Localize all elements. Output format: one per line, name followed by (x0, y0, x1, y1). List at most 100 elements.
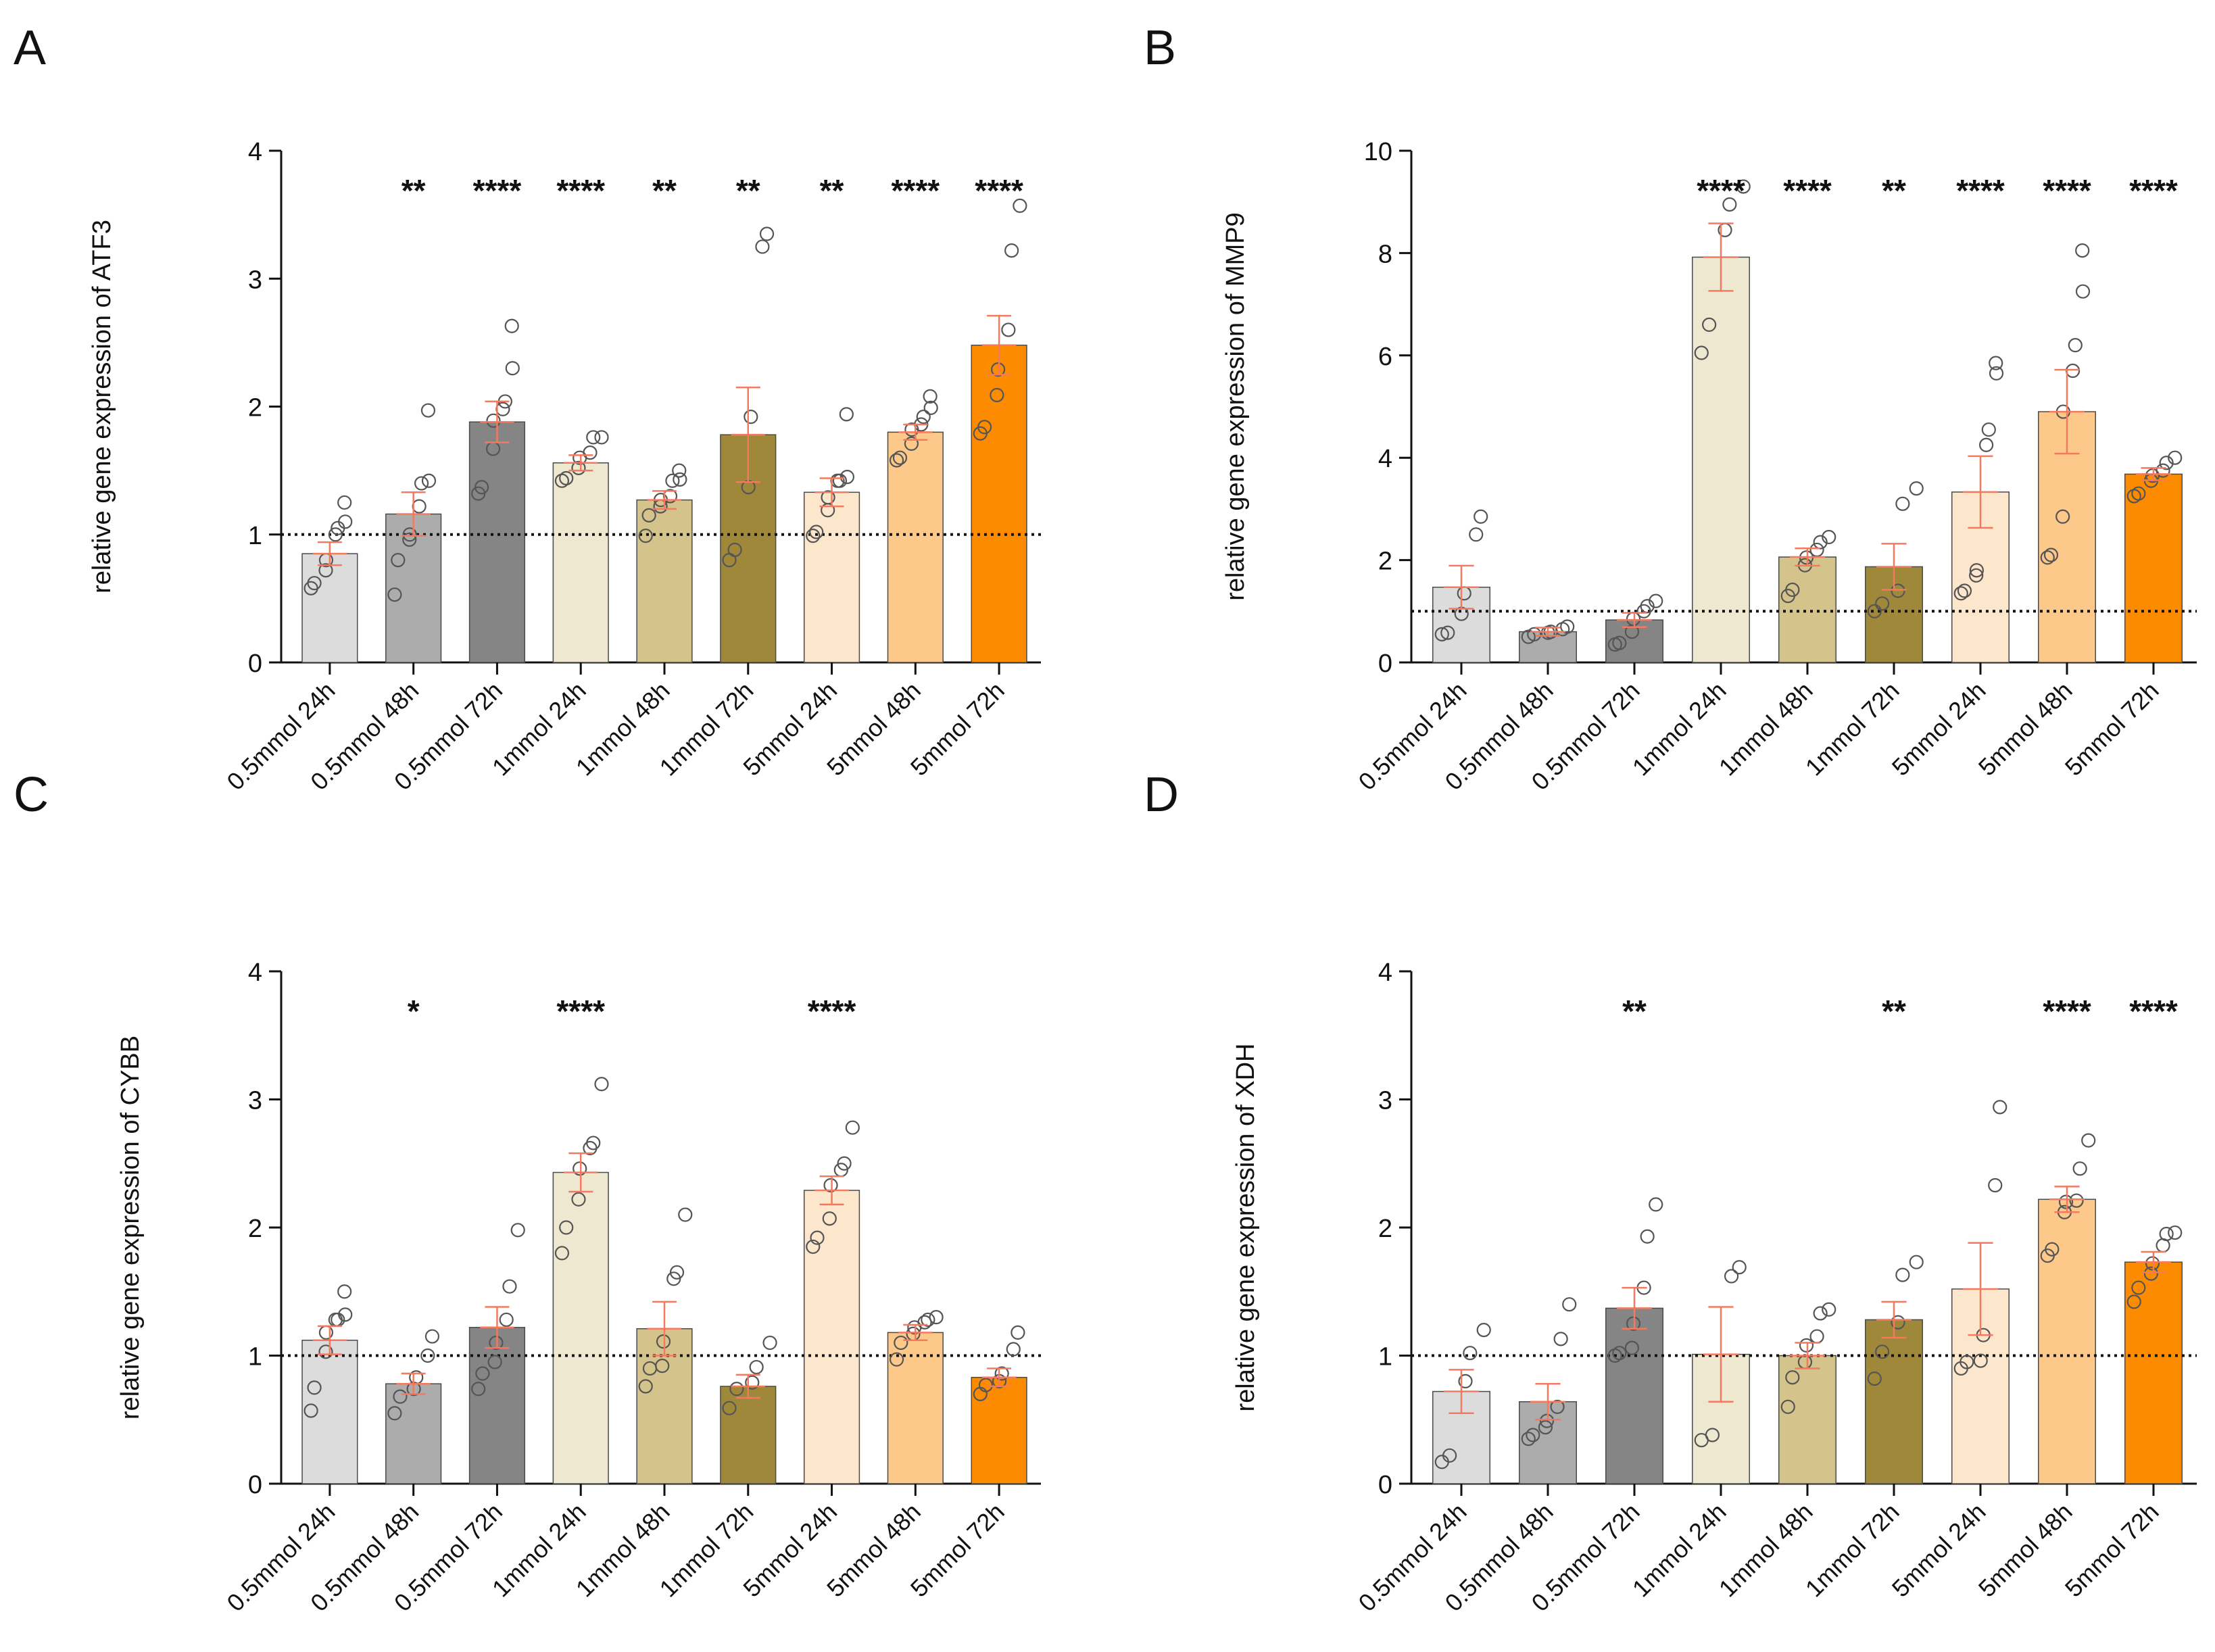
data-point (889, 1352, 904, 1367)
data-point (894, 1335, 908, 1351)
data-point (665, 473, 680, 488)
data-point (762, 1335, 777, 1351)
y-axis-label: relative gene expression of ATF3 (88, 220, 116, 593)
data-point (845, 1120, 860, 1135)
panel-letter-d: D (1144, 768, 1179, 822)
data-point (1809, 1329, 1824, 1344)
data-point (1694, 345, 1709, 360)
data-point (328, 527, 343, 542)
bar (552, 462, 609, 663)
data-point (2043, 548, 2059, 562)
data-point (1989, 356, 2003, 370)
data-point (744, 410, 758, 424)
significance-label: ** (820, 173, 844, 208)
data-point (318, 563, 333, 578)
data-point (1539, 1413, 1555, 1428)
data-point (837, 1156, 852, 1171)
data-point (2069, 1193, 2084, 1208)
bar (720, 1386, 777, 1484)
data-point (303, 1403, 318, 1418)
data-point (923, 400, 938, 415)
data-point (2159, 1226, 2174, 1242)
y-tick-label: 4 (1378, 445, 1392, 473)
x-tick-label: 5mmol 48h (1973, 677, 2078, 781)
data-point (822, 1211, 837, 1226)
data-point (755, 239, 770, 254)
data-point (1813, 1306, 1828, 1321)
data-point (307, 1380, 322, 1395)
data-point (2055, 509, 2070, 524)
data-point (1612, 1346, 1627, 1361)
data-point (892, 450, 908, 465)
y-tick-label: 2 (1378, 1215, 1392, 1243)
y-tick-label: 0 (248, 1471, 262, 1499)
bar (887, 431, 944, 663)
data-point (1953, 586, 1968, 601)
data-point (307, 576, 322, 591)
significance-label: ** (1882, 173, 1906, 208)
y-axis-label: relative gene expression of MMP9 (1221, 212, 1250, 601)
bar (971, 344, 1027, 663)
bar (803, 1190, 860, 1484)
x-tick-label: 5mmol 24h (1887, 677, 1991, 781)
data-point (916, 410, 931, 424)
y-axis-label: relative gene expression of CYBB (116, 1036, 145, 1419)
bar (971, 1376, 1027, 1484)
data-point (1875, 1344, 1890, 1359)
data-point (917, 1315, 932, 1330)
data-point (594, 430, 609, 445)
data-point (729, 1382, 744, 1396)
data-point (1476, 1322, 1491, 1338)
data-point (1649, 593, 1663, 608)
data-point (1988, 1177, 2003, 1193)
data-point (1001, 322, 1016, 337)
y-axis-label: relative gene expression of XDH (1232, 1044, 1260, 1412)
y-tick-label: 4 (248, 138, 262, 166)
data-point (641, 508, 656, 523)
bar (468, 421, 526, 663)
data-point (1440, 625, 1455, 640)
y-tick-label: 3 (248, 1087, 262, 1115)
bar (1692, 256, 1750, 663)
significance-label: **** (473, 173, 522, 208)
panel-letter-b: B (1144, 21, 1177, 75)
data-point (393, 1389, 408, 1404)
data-point (559, 1220, 574, 1235)
data-point (2081, 1133, 2096, 1148)
y-tick-label: 4 (248, 958, 262, 987)
y-tick-label: 4 (1378, 958, 1392, 987)
data-point (594, 1077, 609, 1092)
data-point (474, 480, 489, 495)
data-point (471, 1382, 486, 1396)
bar (468, 1327, 526, 1484)
y-tick-label: 3 (248, 266, 262, 294)
data-point (1867, 1371, 1882, 1386)
data-point (387, 1406, 402, 1421)
data-point (2040, 550, 2055, 565)
data-point (2131, 486, 2146, 501)
data-point (1891, 583, 1905, 598)
data-point (571, 1192, 586, 1207)
data-point (1649, 1197, 1663, 1212)
data-point (1822, 1302, 1836, 1317)
x-tick-label: 1mmol 48h (1713, 677, 1818, 781)
data-point (1875, 596, 1890, 611)
significance-label: **** (1783, 173, 1832, 208)
data-point (1562, 1297, 1577, 1312)
data-point (1469, 527, 1484, 542)
bar (636, 499, 693, 663)
data-point (1785, 582, 1800, 598)
data-point (1732, 1260, 1747, 1275)
bar (803, 491, 860, 663)
data-point (759, 226, 775, 241)
data-point (2126, 1294, 2141, 1309)
data-point (994, 1366, 1009, 1381)
data-point (573, 1161, 587, 1176)
data-point (2075, 243, 2090, 258)
data-point (1640, 1229, 1655, 1244)
significance-label: ** (1622, 994, 1647, 1029)
data-point (1780, 1399, 1795, 1414)
data-point (586, 1136, 601, 1150)
